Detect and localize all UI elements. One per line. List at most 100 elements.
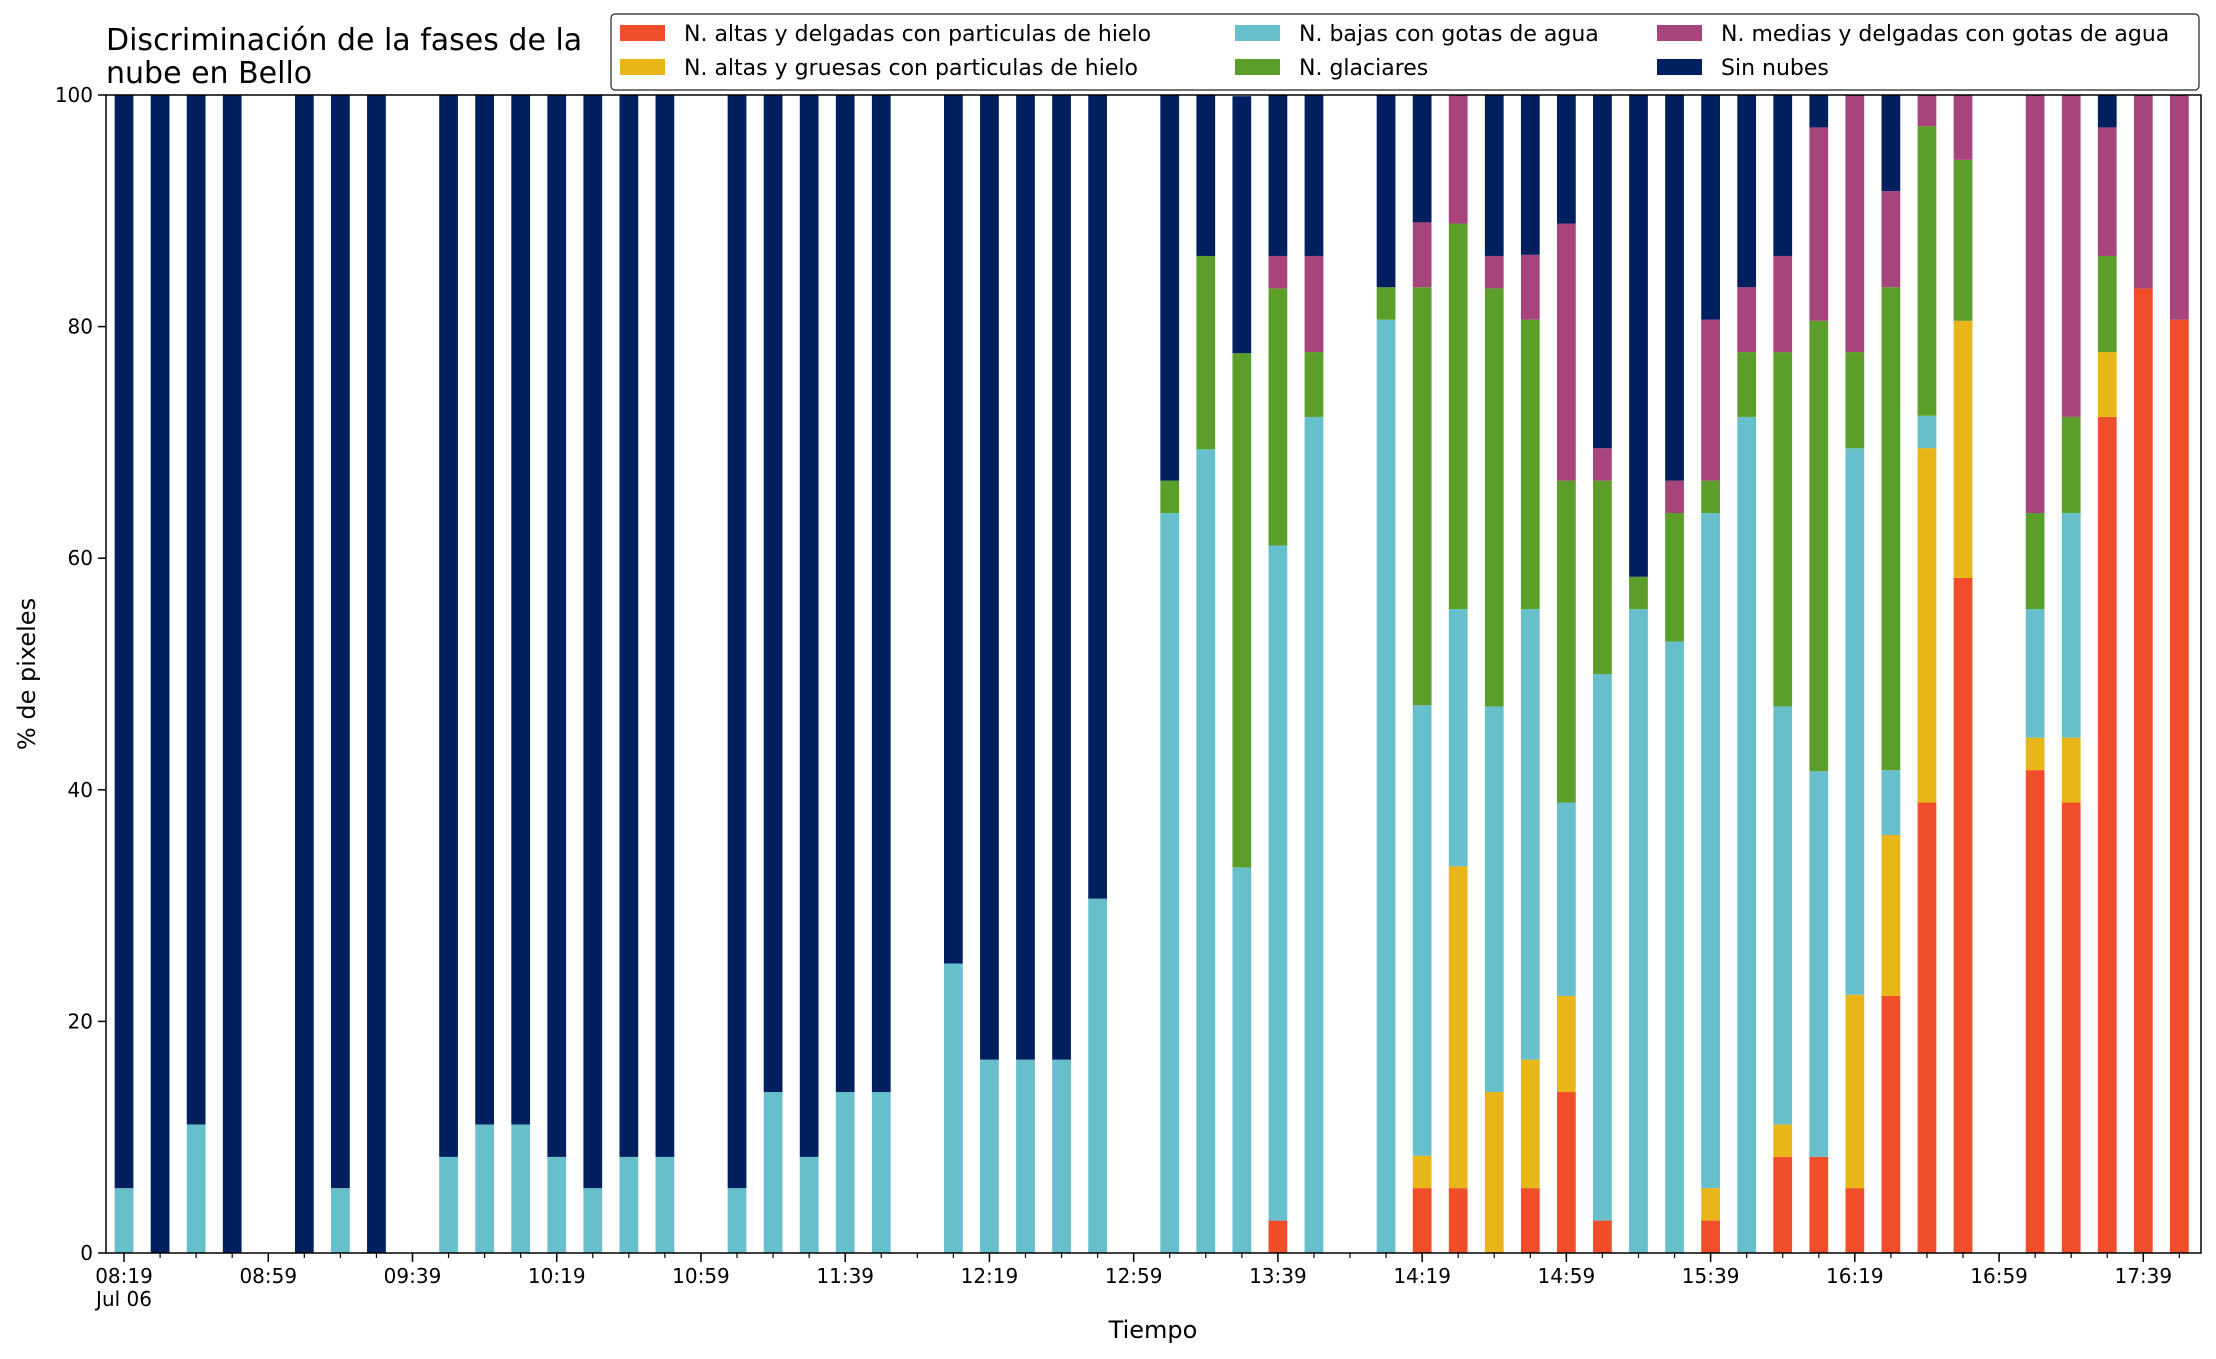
- bar-segment-medias: [1773, 255, 1793, 353]
- bar-segment-sin_nubes: [1773, 95, 1793, 256]
- bar-segment-sin_nubes: [475, 95, 494, 1125]
- bar-segment-glaciares: [1160, 480, 1180, 514]
- bar-segment-bajas: [1376, 319, 1396, 1253]
- bar-segment-bajas: [1593, 674, 1612, 1221]
- bar-segment-bajas: [1737, 416, 1757, 1253]
- bar-segment-glaciares: [1629, 576, 1648, 610]
- bar-segment-sin_nubes: [1701, 95, 1720, 320]
- bar-segment-glaciares: [1845, 352, 1865, 449]
- bar-segment-glaciares: [1593, 480, 1612, 674]
- bar-segment-sin_nubes: [1304, 95, 1324, 256]
- bar-segment-sin_nubes: [871, 95, 891, 1093]
- x-tick-label: 08:19: [95, 1264, 153, 1288]
- bar-segment-altas_delgadas: [1448, 1188, 1468, 1253]
- bar-segment-bajas: [1665, 641, 1684, 1253]
- bar-segment-sin_nubes: [1268, 95, 1288, 256]
- bar-segment-sin_nubes: [1088, 95, 1107, 899]
- bar-segment-sin_nubes: [331, 95, 350, 1189]
- bar-segment-glaciares: [1737, 352, 1757, 417]
- bar-segment-bajas: [475, 1124, 494, 1253]
- bar-segment-bajas: [547, 1156, 567, 1253]
- bar-segment-medias: [1665, 480, 1684, 514]
- bar-segment-medias: [1701, 319, 1720, 481]
- bar-segment-glaciares: [1484, 288, 1504, 707]
- bar-segment-glaciares: [2025, 513, 2045, 610]
- bar-segment-altas_delgadas: [1881, 995, 1901, 1253]
- bar-segment-bajas: [799, 1156, 819, 1253]
- bar-segment-sin_nubes: [150, 95, 170, 1253]
- bar-segment-bajas: [1016, 1059, 1035, 1253]
- y-tick-label: 80: [68, 315, 93, 339]
- bar-segment-bajas: [1052, 1059, 1071, 1253]
- x-tick-label: 08:59: [239, 1264, 297, 1288]
- bar-segment-glaciares: [1448, 223, 1468, 610]
- bar-segment-sin_nubes: [367, 95, 386, 1253]
- legend-swatch-bajas: [1235, 25, 1280, 41]
- bar-segment-altas_delgadas: [1845, 1188, 1865, 1253]
- legend-label-bajas: N. bajas con gotas de agua: [1299, 22, 1599, 47]
- bar-segment-medias: [2097, 127, 2117, 256]
- y-tick-label: 60: [68, 546, 93, 570]
- bar-segment-glaciares: [1917, 126, 1937, 416]
- bar-segment-bajas: [944, 963, 963, 1253]
- chart-title-line-1: Discriminación de la fases de la: [106, 23, 582, 58]
- bar-segment-bajas: [1809, 771, 1829, 1157]
- bar-segment-altas_delgadas: [1593, 1220, 1612, 1253]
- bar-segment-bajas: [727, 1188, 747, 1253]
- bar-segment-altas_gruesas: [1917, 448, 1937, 803]
- bar-segment-glaciares: [1953, 159, 1973, 321]
- bar-segment-altas_delgadas: [1809, 1156, 1829, 1253]
- x-tick-label: 10:19: [528, 1264, 586, 1288]
- bar-segment-glaciares: [2097, 255, 2117, 353]
- bar-segment-sin_nubes: [2097, 95, 2117, 128]
- bar-segment-bajas: [1773, 706, 1793, 1125]
- bar-segment-sin_nubes: [1556, 95, 1576, 224]
- bar-segment-sin_nubes: [1593, 95, 1612, 449]
- bar-segment-sin_nubes: [1052, 95, 1071, 1060]
- bar-segment-sin_nubes: [1160, 95, 1180, 481]
- bar-segment-medias: [1953, 95, 1973, 160]
- bar-segment-bajas: [871, 1092, 891, 1253]
- bar-segment-bajas: [1232, 867, 1252, 1253]
- bar-segment-altas_gruesas: [2061, 737, 2081, 803]
- bar-segment-bajas: [835, 1092, 855, 1253]
- bar-segment-altas_gruesas: [1773, 1124, 1793, 1157]
- bar-segment-sin_nubes: [1520, 95, 1540, 255]
- bar-segment-altas_gruesas: [1881, 834, 1901, 996]
- bar-segment-bajas: [655, 1156, 675, 1253]
- x-tick-label: 12:19: [961, 1264, 1019, 1288]
- legend-swatch-altas_gruesas: [620, 59, 665, 75]
- bar-segment-sin_nubes: [1016, 95, 1035, 1060]
- bar-segment-sin_nubes: [439, 95, 458, 1157]
- bar-segment-sin_nubes: [186, 95, 206, 1125]
- bar-segment-glaciares: [2061, 416, 2081, 514]
- bar-segment-medias: [1556, 223, 1576, 481]
- bar-segment-bajas: [1520, 609, 1540, 1060]
- bar-segment-sin_nubes: [763, 95, 783, 1093]
- bar-segment-bajas: [186, 1124, 206, 1253]
- bar-segment-bajas: [1160, 513, 1180, 1253]
- y-tick-label: 40: [68, 778, 93, 802]
- bar-segment-bajas: [439, 1156, 458, 1253]
- bar-segment-sin_nubes: [1665, 95, 1684, 481]
- bar-segment-sin_nubes: [547, 95, 567, 1157]
- bar-segment-glaciares: [1556, 480, 1576, 803]
- bar-segment-medias: [1809, 127, 1829, 321]
- legend-label-altas_delgadas: N. altas y delgadas con particulas de hi…: [684, 22, 1151, 47]
- bar-segment-altas_gruesas: [1520, 1059, 1540, 1189]
- x-tick-label: 16:19: [1826, 1264, 1884, 1288]
- bar-segment-altas_delgadas: [1917, 802, 1937, 1253]
- bar-segment-glaciares: [1376, 287, 1396, 320]
- bar-segment-glaciares: [1304, 352, 1324, 417]
- bar-segment-glaciares: [1196, 255, 1216, 450]
- y-tick-label: 20: [68, 1009, 93, 1033]
- bar-segment-altas_gruesas: [1484, 1092, 1504, 1253]
- bar-segment-bajas: [583, 1188, 603, 1253]
- bar-segment-medias: [1448, 95, 1468, 224]
- bar-segment-medias: [1593, 448, 1612, 481]
- bar-segment-altas_gruesas: [1412, 1155, 1432, 1189]
- y-axis-label: % de pixeles: [13, 598, 41, 750]
- bar-segment-altas_delgadas: [1701, 1220, 1720, 1253]
- bar-segment-glaciares: [1520, 319, 1540, 610]
